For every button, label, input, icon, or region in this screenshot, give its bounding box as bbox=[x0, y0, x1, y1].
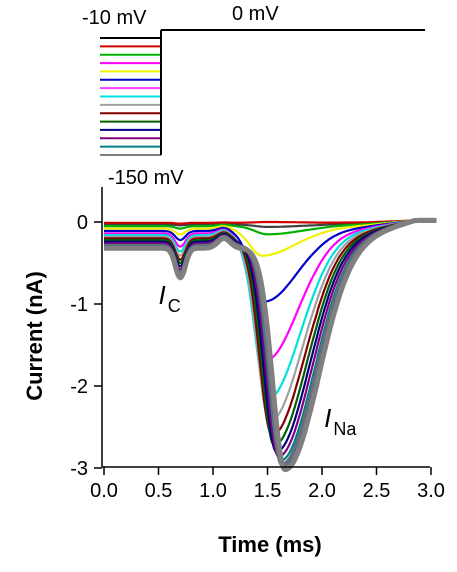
current-traces bbox=[102, 217, 438, 473]
current-trace bbox=[104, 219, 437, 225]
current-label: I Na bbox=[324, 403, 357, 439]
x-tick-label: 0.5 bbox=[145, 480, 173, 502]
protocol-top-label: -10 mV bbox=[82, 7, 147, 29]
y-tick-label: -3 bbox=[70, 458, 88, 480]
protocol-step-label: 0 mV bbox=[232, 3, 279, 25]
prepulse-steps bbox=[100, 37, 161, 156]
current-trace bbox=[102, 217, 438, 473]
y-axis-ticks: 0 -1 -2 -3 bbox=[70, 212, 102, 480]
x-axis-title: Time (ms) bbox=[218, 532, 322, 557]
voltage-protocol: -10 mV 0 mV -150 mV bbox=[82, 3, 425, 189]
x-tick-label: 0.0 bbox=[90, 480, 118, 502]
y-tick-label: -2 bbox=[70, 376, 88, 398]
y-axis-title: Current (nA) bbox=[22, 271, 47, 401]
current-annotations: I C I Na bbox=[159, 280, 358, 439]
x-tick-label: 1.0 bbox=[199, 480, 227, 502]
y-tick-label: -1 bbox=[70, 294, 88, 316]
x-tick-label: 2.5 bbox=[363, 480, 391, 502]
current-plot: 0 -1 -2 -3 0.0 0.5 1.0 1.5 2.0 2.5 3.0 Current (n… bbox=[22, 187, 445, 557]
x-tick-label: 3.0 bbox=[417, 480, 445, 502]
y-tick-label: 0 bbox=[77, 212, 88, 234]
x-tick-label: 2.0 bbox=[308, 480, 336, 502]
protocol-bottom-label: -150 mV bbox=[108, 167, 184, 189]
x-axis-ticks: 0.0 0.5 1.0 1.5 2.0 2.5 3.0 bbox=[90, 467, 445, 502]
x-tick-label: 1.5 bbox=[254, 480, 282, 502]
